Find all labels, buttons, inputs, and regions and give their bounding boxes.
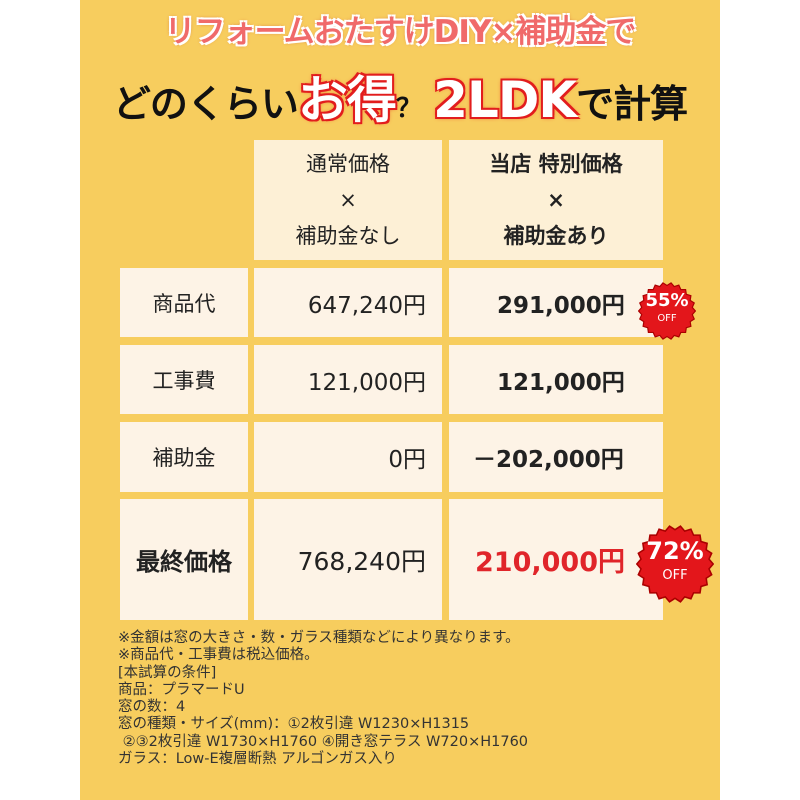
note-line: 商品：プラマードU — [118, 681, 245, 698]
note-line: ※商品代・工事費は税込価格。 — [118, 647, 319, 664]
header-line: 補助金あり — [503, 224, 609, 248]
header-special-price: 当店 特別価格 × 補助金あり — [449, 140, 663, 260]
headline-text: どのくらい — [112, 82, 299, 126]
special-price-cell: 121,000円 — [449, 345, 663, 414]
note-line: 窓の数：4 — [118, 699, 186, 716]
note-line: ※金額は窓の大きさ・数・ガラス種類などにより異なります。 — [118, 630, 520, 646]
headline-text-end: で計算 — [576, 82, 688, 126]
header-line: × — [547, 188, 565, 212]
special-price-cell: －202,000円 — [449, 422, 663, 492]
badge-off: OFF — [657, 313, 677, 324]
headline-question: ？ — [395, 94, 422, 124]
header-line: 通常価格 — [306, 152, 390, 176]
row-label: 商品代 — [120, 268, 248, 337]
note-line: 窓の種類・サイズ(mm)：①2枚引違 W1230×H1315 — [118, 716, 470, 733]
discount-badge-55: 55% OFF — [637, 282, 697, 340]
row-label: 補助金 — [120, 422, 248, 492]
special-price-cell: 210,000円 — [449, 499, 663, 620]
headline-emphasis-otoku: お得 — [297, 71, 397, 129]
headline-line1: リフォームおたすけDIY×補助金で — [164, 14, 637, 50]
normal-price-cell: 768,240円 — [254, 499, 442, 620]
special-price-cell: 291,000円 — [449, 268, 663, 337]
normal-price-cell: 647,240円 — [254, 268, 442, 337]
badge-percent: 72% — [646, 537, 704, 565]
header-line: × — [339, 188, 357, 212]
footnotes: ※金額は窓の大きさ・数・ガラス種類などにより異なります。 ※商品代・工事費は税込価… — [118, 630, 528, 768]
row-label: 最終価格 — [120, 499, 248, 620]
discount-badge-72: 72% OFF — [635, 525, 715, 603]
starburst-icon — [635, 525, 715, 603]
header-line: 当店 特別価格 — [489, 152, 623, 176]
badge-off: OFF — [662, 568, 688, 583]
row-label: 工事費 — [120, 345, 248, 414]
headline-line2: どのくらいお得？ 2LDKで計算 — [0, 60, 800, 132]
note-line: ガラス：Low-E複層断熱 アルゴンガス入り — [118, 751, 397, 768]
note-line: ②③2枚引違 W1730×H1760 ④開き窓テラス W720×H1760 — [118, 733, 529, 750]
starburst-icon — [637, 282, 697, 340]
badge-percent: 55% — [645, 290, 689, 311]
header-line: 補助金なし — [295, 224, 401, 248]
header-normal-price: 通常価格 × 補助金なし — [254, 140, 442, 260]
note-line: [本試算の条件] — [118, 664, 217, 681]
headline-emphasis-2ldk: 2LDK — [433, 71, 577, 129]
normal-price-cell: 121,000円 — [254, 345, 442, 414]
normal-price-cell: 0円 — [254, 422, 442, 492]
